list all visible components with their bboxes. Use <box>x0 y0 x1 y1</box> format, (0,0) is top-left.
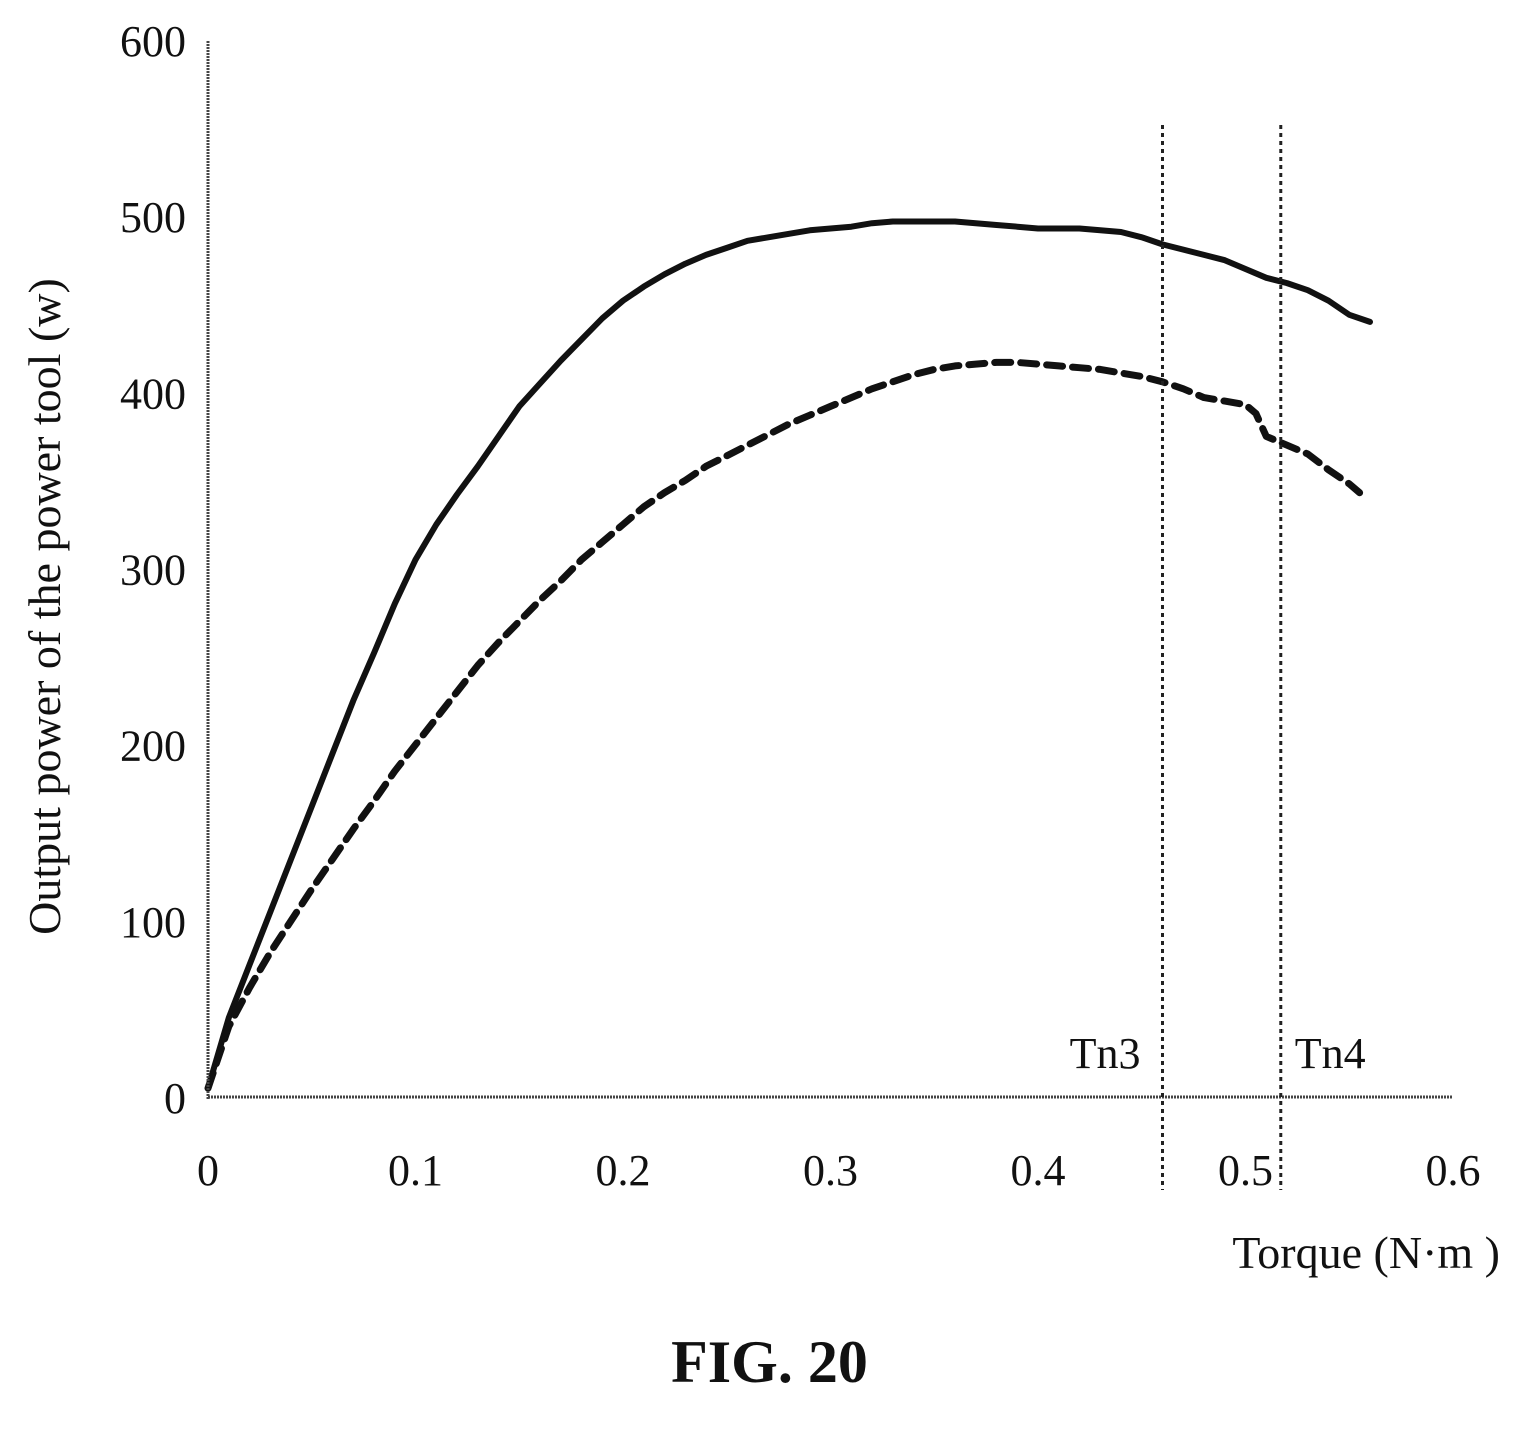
y-tick-label: 300 <box>120 546 186 595</box>
figure-caption: FIG. 20 <box>671 1329 868 1395</box>
x-tick-label: 0.6 <box>1426 1146 1481 1195</box>
y-tick-label: 400 <box>120 369 186 418</box>
y-tick-label: 100 <box>120 898 186 947</box>
x-tick-label: 0 <box>197 1146 219 1195</box>
x-tick-label: 0.4 <box>1011 1146 1066 1195</box>
y-tick-label: 500 <box>120 193 186 242</box>
x-tick-label: 0.2 <box>596 1146 651 1195</box>
x-tick-label: 0.5 <box>1218 1146 1273 1195</box>
marker-label-tn3: Tn3 <box>1070 1029 1141 1078</box>
axes-layer <box>206 40 1453 1099</box>
series-line-dashed <box>204 358 1364 1092</box>
x-axis-title: Torque (N·m ) <box>1232 1227 1500 1278</box>
y-tick-label: 600 <box>120 17 186 66</box>
y-tick-label: 200 <box>120 722 186 771</box>
marker-label-tn4: Tn4 <box>1295 1029 1366 1078</box>
y-tick-label: 0 <box>164 1074 186 1123</box>
x-tick-label: 0.1 <box>388 1146 443 1195</box>
tick-labels-layer: 0 0.1 0.2 0.3 0.4 0.5 0.6 0 100 200 300 400 500 600 <box>120 17 1481 1195</box>
curves-layer <box>204 218 1373 1092</box>
x-tick-label: 0.3 <box>803 1146 858 1195</box>
series-line-solid <box>205 218 1373 1092</box>
markers-layer: Tn3 Tn4 <box>1070 125 1366 1190</box>
y-axis-title: Output power of the power tool (w) <box>19 278 70 935</box>
power-torque-chart: Tn3 Tn4 0 0.1 0.2 0.3 0.4 0.5 0.6 0 100 200 300 400 5… <box>19 17 1500 1278</box>
